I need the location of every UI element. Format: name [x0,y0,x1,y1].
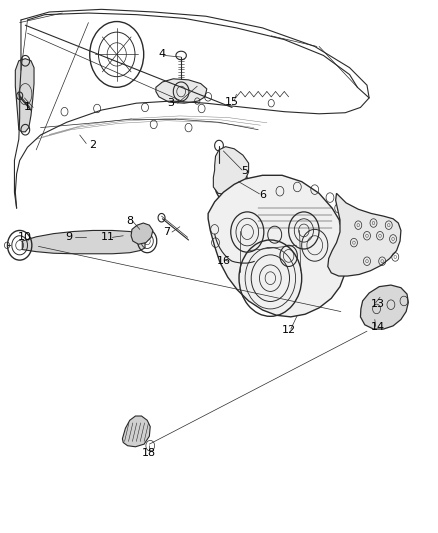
Polygon shape [122,416,150,447]
Text: 3: 3 [168,98,175,108]
Text: 7: 7 [163,227,170,237]
Polygon shape [15,59,34,132]
Text: 1: 1 [24,102,31,112]
Text: 11: 11 [101,232,115,243]
Text: 4: 4 [159,50,166,59]
Text: 9: 9 [65,232,72,243]
Text: 15: 15 [225,97,239,107]
Text: 5: 5 [242,166,249,176]
Polygon shape [328,193,401,276]
Polygon shape [360,285,408,329]
Polygon shape [131,223,153,244]
Text: 18: 18 [142,448,156,458]
Text: 10: 10 [18,232,32,243]
Polygon shape [22,230,145,254]
Text: 8: 8 [126,216,133,227]
Text: 2: 2 [89,140,96,150]
Text: 13: 13 [371,298,385,309]
Text: 14: 14 [371,322,385,333]
Text: 16: 16 [216,256,230,266]
Polygon shape [208,175,347,317]
Text: 6: 6 [259,190,266,200]
Polygon shape [156,79,207,103]
Polygon shape [213,147,249,195]
Text: 12: 12 [282,325,296,335]
